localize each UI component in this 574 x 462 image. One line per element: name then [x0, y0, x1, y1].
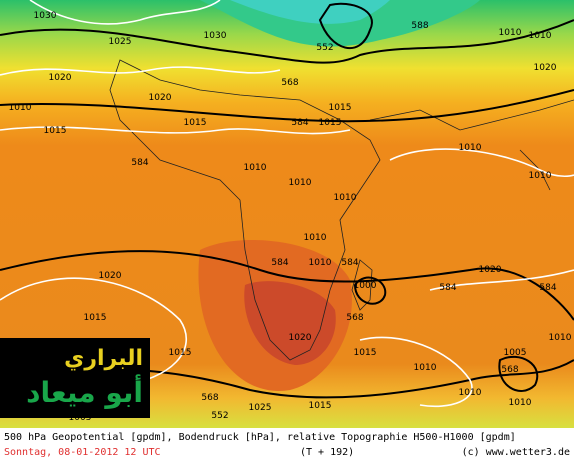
contour-label: 568 [281, 78, 298, 88]
contour-label: 1010 [499, 28, 522, 38]
contour-label: 1010 [414, 363, 437, 373]
contour-label: 1015 [329, 103, 352, 113]
coastlines [109, 59, 574, 361]
contour-label: 1020 [289, 333, 312, 343]
contour-label: 588 [411, 21, 428, 31]
contour-label: 1015 [309, 401, 332, 411]
contour-label: 1010 [459, 388, 482, 398]
contour-label: 1010 [509, 398, 532, 408]
contour-label: 1010 [309, 258, 332, 268]
contour-label: 552 [316, 43, 333, 53]
contour-label: 584 [271, 258, 288, 268]
contour-label: 584 [291, 118, 308, 128]
contour-label: 1010 [549, 333, 572, 343]
contour-label: 1015 [184, 118, 207, 128]
contour-label: 552 [211, 411, 228, 421]
pressure-lines [0, 0, 574, 406]
contour-label: 584 [341, 258, 358, 268]
contour-label: 584 [439, 283, 456, 293]
contour-label: 1010 [529, 31, 552, 41]
contour-label: 1025 [249, 403, 272, 413]
contour-label: 1020 [479, 265, 502, 275]
contour-label: 1015 [169, 348, 192, 358]
contour-label: 568 [501, 365, 518, 375]
logo-line1: البراري [64, 346, 143, 371]
contour-label: 1025 [109, 37, 132, 47]
geopotential-lines [0, 2, 574, 399]
contour-label: 1010 [9, 103, 32, 113]
caption-box [0, 428, 574, 462]
contour-label: 568 [201, 393, 218, 403]
contour-label: 1030 [204, 31, 227, 41]
contour-label: 1020 [149, 93, 172, 103]
contour-label: 1010 [529, 171, 552, 181]
contour-label: 1010 [459, 143, 482, 153]
caption-line1: 500 hPa Geopotential [gpdm], Bodendruck … [4, 432, 516, 443]
contour-label: 568 [346, 313, 363, 323]
contour-label: 1000 [354, 281, 377, 291]
contour-label: 1010 [289, 178, 312, 188]
contour-label: 1010 [244, 163, 267, 173]
caption-forecast: (T + 192) [300, 447, 354, 458]
contour-label: 1030 [34, 11, 57, 21]
contour-label: 1005 [504, 348, 527, 358]
cyan-area [230, 0, 390, 24]
contour-labels: 1030 1025 1030 1020 1015 1010 1020 552 568 588 101… [9, 11, 572, 423]
contour-label: 1020 [49, 73, 72, 83]
contour-label: 1015 [44, 126, 67, 136]
logo-box [0, 338, 150, 418]
caption-credit: (c) www.wetter3.de [462, 447, 570, 458]
logo-line2: أبو ميعاد [26, 374, 143, 409]
contour-label: 1005 [69, 413, 92, 423]
contour-label: 1010 [334, 193, 357, 203]
contour-label: 1010 [304, 233, 327, 243]
contour-label: 1015 [319, 118, 342, 128]
contour-label: 1015 [84, 313, 107, 323]
contour-label: 1020 [99, 271, 122, 281]
contour-label: 1020 [534, 63, 557, 73]
contour-label: 584 [539, 283, 556, 293]
contour-label: 1015 [354, 348, 377, 358]
caption-date: Sonntag, 08-01-2012 12 UTC [4, 447, 161, 458]
contour-label: 584 [131, 158, 148, 168]
